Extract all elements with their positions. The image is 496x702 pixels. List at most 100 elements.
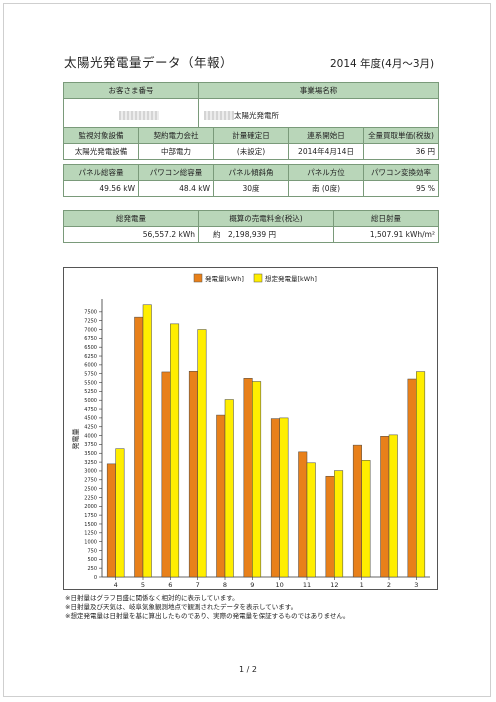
y-tick-label: 2750 — [84, 478, 97, 484]
y-tick-label: 6750 — [84, 336, 97, 342]
legend-swatch-1 — [253, 273, 263, 283]
legend-label-0: 発電量[kWh] — [205, 274, 244, 283]
y-tick-label: 1750 — [84, 513, 97, 519]
pcs-capacity-value: 48.4 kW — [138, 180, 214, 197]
pcs-efficiency-label: パワコン変換効率 — [363, 164, 439, 181]
y-tick-label: 4250 — [84, 425, 97, 431]
footnotes: ※日射量はグラフ目盛に関係なく相対的に表示しています。 ※日射量及び天気は、岐阜… — [65, 594, 349, 621]
bar-expected-8 — [224, 399, 234, 578]
pcs-efficiency-value: 95 % — [363, 180, 439, 197]
y-tick-label: 1000 — [84, 539, 97, 545]
bar-actual-9 — [243, 378, 253, 578]
grid-start-value: 2014年4月14日 — [288, 143, 364, 160]
y-tick-label: 3250 — [84, 460, 97, 466]
estimated-revenue-label: 概算の売電料金(税込) — [198, 210, 334, 227]
bar-expected-12 — [334, 470, 344, 578]
monthly-generation-chart: 発電量[kWh] 想定発電量[kWh] 発電量 0 250 500 750 1000 125… — [63, 267, 438, 590]
bar-expected-2 — [388, 434, 398, 578]
bar-expected-3 — [416, 371, 426, 578]
x-tick-label: 5 — [141, 581, 145, 589]
panel-capacity-value: 49.56 kW — [63, 180, 139, 197]
bar-expected-5 — [142, 304, 152, 578]
page-frame — [3, 3, 491, 697]
equipment-table: 監視対象設備 契約電力会社 計量確定日 連系開始日 全量買取単価(税抜) 太陽光… — [63, 127, 439, 160]
y-tick-label: 7250 — [84, 318, 97, 324]
y-tick-label: 2250 — [84, 495, 97, 501]
bar-actual-1 — [352, 444, 362, 578]
x-tick-label: 9 — [250, 581, 254, 589]
x-tick-label: 3 — [414, 581, 418, 589]
bar-expected-11 — [306, 462, 316, 578]
redacted-customer-number — [119, 110, 159, 120]
bar-actual-8 — [216, 414, 226, 578]
site-name-label: 事業場名称 — [198, 82, 439, 99]
bar-expected-6 — [170, 323, 180, 578]
y-tick-label: 7000 — [84, 327, 97, 333]
panel-azimuth-label: パネル方位 — [288, 164, 364, 181]
chart-legend: 発電量[kWh] 想定発電量[kWh] — [193, 273, 317, 283]
meter-date-label: 計量確定日 — [213, 127, 289, 144]
bar-expected-4 — [115, 448, 125, 578]
bar-actual-2 — [380, 436, 390, 578]
y-tick-label: 1250 — [84, 531, 97, 537]
total-generation-value: 56,557.2 kWh — [63, 226, 199, 243]
bar-expected-9 — [252, 381, 262, 578]
y-tick-label: 0 — [94, 575, 97, 581]
redacted-site-prefix — [204, 111, 234, 120]
panel-azimuth-value: 南 (0度) — [288, 180, 364, 197]
y-tick-label: 2500 — [84, 486, 97, 492]
meter-date-value: (未設定) — [213, 143, 289, 160]
x-tick-label: 11 — [303, 581, 311, 589]
bar-actual-6 — [161, 371, 171, 578]
y-tick-label: 7500 — [84, 310, 97, 316]
y-tick-label: 5500 — [84, 380, 97, 386]
page-number: 1 / 2 — [239, 665, 257, 674]
capacity-table: パネル総容量 パワコン総容量 パネル傾斜角 パネル方位 パワコン変換効率 49.… — [63, 164, 439, 197]
estimated-revenue-value: 約 2,198,939 円 — [198, 226, 334, 243]
bar-actual-11 — [298, 451, 308, 578]
y-tick-label: 4500 — [84, 416, 97, 422]
power-company-label: 契約電力会社 — [138, 127, 214, 144]
footnote-2: ※日射量及び天気は、岐阜気象観測地点で観測されたデータを表示しています。 — [65, 603, 298, 611]
total-generation-label: 総発電量 — [63, 210, 199, 227]
y-tick-label: 1500 — [84, 522, 97, 528]
purchase-price-label: 全量買取単価(税抜) — [363, 127, 439, 144]
bar-expected-1 — [361, 460, 371, 578]
y-tick-label: 3000 — [84, 469, 97, 475]
y-tick-label: 250 — [87, 566, 97, 572]
total-irradiation-value: 1,507.91 kWh/m² — [333, 226, 439, 243]
site-name-text: 太陽光発電所 — [234, 110, 279, 120]
footnote-3: ※想定発電量は日射量を基に算出したものであり、実際の発電量を保証するものではあり… — [65, 612, 350, 620]
x-tick-label: 6 — [168, 581, 172, 589]
y-tick-label: 5000 — [84, 398, 97, 404]
y-tick-label: 2000 — [84, 504, 97, 510]
purchase-price-value: 36 円 — [363, 143, 439, 160]
legend-label-1: 想定発電量[kWh] — [265, 274, 317, 283]
customer-number-label: お客さま番号 — [63, 82, 199, 99]
panel-tilt-value: 30度 — [213, 180, 289, 197]
y-tick-label: 5250 — [84, 389, 97, 395]
y-tick-label: 750 — [87, 548, 97, 554]
chart-canvas: 発電量[kWh] 想定発電量[kWh] 発電量 02505007501000125… — [71, 273, 430, 589]
bar-actual-3 — [407, 378, 417, 578]
y-tick-label: 3500 — [84, 451, 97, 457]
y-tick-label: 3750 — [84, 442, 97, 448]
pcs-capacity-label: パワコン総容量 — [138, 164, 214, 181]
x-tick-label: 1 — [360, 581, 364, 589]
x-tick-label: 10 — [276, 581, 284, 589]
monitored-equipment-label: 監視対象設備 — [63, 127, 139, 144]
report-title: 太陽光発電量データ（年報） — [64, 55, 234, 70]
bar-actual-7 — [188, 370, 198, 578]
bar-actual-10 — [270, 418, 280, 578]
grid-start-label: 連系開始日 — [288, 127, 364, 144]
y-tick-label: 500 — [87, 557, 97, 563]
fiscal-period: 2014 年度(4月～3月) — [330, 58, 435, 70]
chart-axes: 0 250 500 750 1000 1250 1500 1750 2000 2250 2500 27… — [84, 299, 430, 589]
monitored-equipment-value: 太陽光発電設備 — [63, 143, 139, 160]
x-tick-label: 7 — [196, 581, 200, 589]
bar-expected-10 — [279, 417, 289, 578]
bar-actual-12 — [325, 475, 335, 578]
x-tick-label: 12 — [330, 581, 338, 589]
total-irradiation-label: 総日射量 — [333, 210, 439, 227]
y-tick-label: 5750 — [84, 372, 97, 378]
